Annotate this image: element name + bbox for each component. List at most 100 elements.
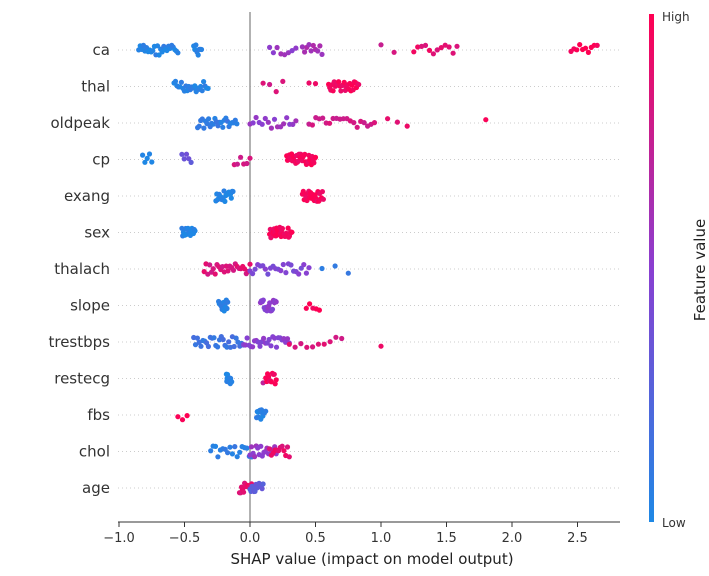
shap-point (330, 88, 336, 94)
shap-point (312, 154, 319, 160)
shap-point (317, 43, 323, 49)
shap-point (273, 299, 279, 305)
shap-point (351, 120, 357, 126)
shap-point (205, 343, 211, 350)
shap-point (289, 229, 295, 235)
feature-label: restecg (54, 370, 110, 388)
feature-label: cp (92, 151, 110, 169)
shap-point (279, 443, 285, 449)
shap-point (430, 51, 436, 57)
shap-point (142, 159, 148, 165)
shap-point (438, 45, 444, 51)
shap-point (422, 42, 429, 49)
shap-point (215, 344, 221, 350)
shap-point (252, 454, 258, 460)
shap-point (257, 343, 263, 349)
shap-point (266, 374, 272, 380)
shap-point (308, 48, 314, 54)
shap-point (227, 444, 233, 450)
shap-point (307, 301, 313, 307)
shap-point (582, 45, 589, 51)
feature-label: sex (84, 224, 110, 242)
shap-point (273, 344, 280, 350)
shap-point (594, 42, 600, 49)
shap-point (361, 120, 367, 126)
shap-point (267, 81, 273, 88)
x-tick-label: 1.5 (436, 531, 457, 546)
shap-point (226, 339, 232, 345)
shap-point (265, 119, 271, 125)
shap-point (179, 225, 185, 231)
shap-point (281, 121, 287, 127)
shap-point (206, 116, 212, 122)
shap-point (207, 262, 213, 268)
shap-point (415, 44, 421, 50)
shap-point (232, 444, 238, 450)
shap-point (271, 371, 277, 377)
shap-point (193, 42, 199, 48)
shap-point (260, 80, 266, 86)
shap-point (265, 271, 271, 277)
shap-point (223, 263, 229, 269)
shap-point (201, 79, 207, 85)
shap-point (269, 306, 276, 312)
x-tick-label: 0.0 (240, 531, 261, 546)
shap-point (303, 305, 309, 311)
shap-point (319, 51, 325, 58)
shap-point (247, 261, 253, 267)
shap-point (299, 44, 305, 50)
shap-point (261, 335, 267, 341)
shap-point (184, 413, 190, 419)
shap-point (296, 271, 302, 277)
feature-label: age (82, 479, 110, 497)
shap-point (298, 341, 304, 347)
feature-label: thal (81, 78, 110, 96)
shap-point (310, 344, 316, 350)
shap-point (266, 336, 272, 343)
shap-point (391, 49, 397, 55)
shap-point (211, 335, 217, 341)
shap-point (289, 48, 295, 54)
shap-point (242, 342, 248, 348)
shap-point (394, 119, 400, 125)
x-tick-label: −1.0 (103, 531, 135, 546)
shap-point (286, 454, 292, 460)
shap-point (250, 120, 256, 126)
x-tick-label: −0.5 (169, 531, 201, 546)
x-axis-ticks: −1.0 −0.5 0.0 0.5 1.0 1.5 2.0 2.5 (103, 522, 588, 546)
shap-point (181, 156, 187, 162)
shap-point (267, 44, 273, 51)
shap-point (178, 79, 184, 85)
feature-labels: ca thal oldpeak cp exang sex thalach slope trest… (48, 41, 110, 497)
shap-point (198, 83, 204, 90)
shap-point (454, 43, 460, 49)
shap-point (311, 160, 317, 166)
shap-point (260, 481, 266, 487)
shap-point (183, 151, 190, 157)
shap-point (259, 486, 265, 492)
shap-point (320, 196, 326, 202)
shap-point (195, 52, 201, 58)
shap-point (338, 88, 344, 94)
shap-point (585, 49, 592, 56)
shap-point (231, 343, 237, 350)
shap-point (320, 115, 326, 121)
shap-point (290, 121, 296, 127)
shap-point (255, 339, 261, 345)
shap-point (327, 120, 333, 126)
x-tick-label: 2.5 (567, 531, 588, 546)
shap-point (220, 124, 226, 130)
shap-point (301, 262, 307, 268)
shap-point (154, 43, 161, 49)
shap-point (262, 266, 268, 272)
shap-point (274, 44, 280, 51)
feature-label: ca (93, 41, 110, 59)
shap-point (333, 334, 339, 340)
shap-point (319, 265, 325, 272)
shap-point (450, 50, 456, 56)
shap-point (244, 335, 250, 341)
feature-label: chol (79, 443, 110, 461)
shap-point (225, 268, 231, 274)
shap-point (225, 450, 231, 456)
